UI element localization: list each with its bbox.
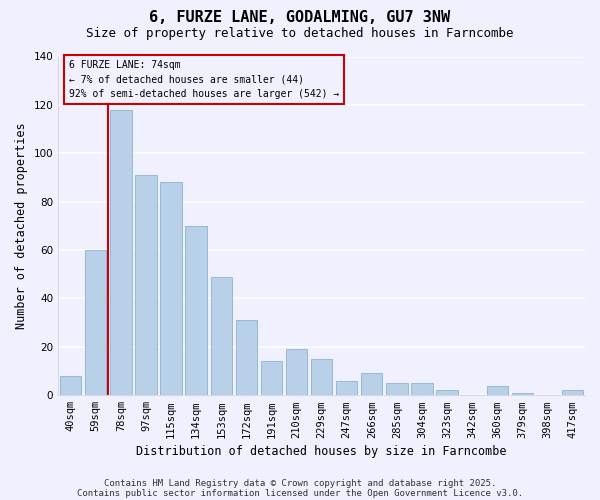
Text: Contains public sector information licensed under the Open Government Licence v3: Contains public sector information licen… bbox=[77, 488, 523, 498]
Bar bbox=[361, 374, 382, 395]
Bar bbox=[411, 383, 433, 395]
Bar bbox=[386, 383, 407, 395]
Bar bbox=[60, 376, 82, 395]
Text: 6, FURZE LANE, GODALMING, GU7 3NW: 6, FURZE LANE, GODALMING, GU7 3NW bbox=[149, 10, 451, 25]
Bar bbox=[236, 320, 257, 395]
Bar bbox=[160, 182, 182, 395]
Bar bbox=[185, 226, 207, 395]
Bar bbox=[436, 390, 458, 395]
Y-axis label: Number of detached properties: Number of detached properties bbox=[15, 122, 28, 329]
Bar bbox=[261, 362, 282, 395]
Bar bbox=[85, 250, 106, 395]
Bar bbox=[211, 276, 232, 395]
Bar bbox=[487, 386, 508, 395]
Bar bbox=[311, 359, 332, 395]
Text: Contains HM Land Registry data © Crown copyright and database right 2025.: Contains HM Land Registry data © Crown c… bbox=[104, 478, 496, 488]
Bar bbox=[336, 380, 358, 395]
Text: 6 FURZE LANE: 74sqm
← 7% of detached houses are smaller (44)
92% of semi-detache: 6 FURZE LANE: 74sqm ← 7% of detached hou… bbox=[69, 60, 339, 100]
Bar bbox=[136, 175, 157, 395]
Bar bbox=[286, 349, 307, 395]
X-axis label: Distribution of detached houses by size in Farncombe: Distribution of detached houses by size … bbox=[136, 444, 507, 458]
Bar bbox=[562, 390, 583, 395]
Bar bbox=[110, 110, 131, 395]
Text: Size of property relative to detached houses in Farncombe: Size of property relative to detached ho… bbox=[86, 28, 514, 40]
Bar bbox=[512, 393, 533, 395]
